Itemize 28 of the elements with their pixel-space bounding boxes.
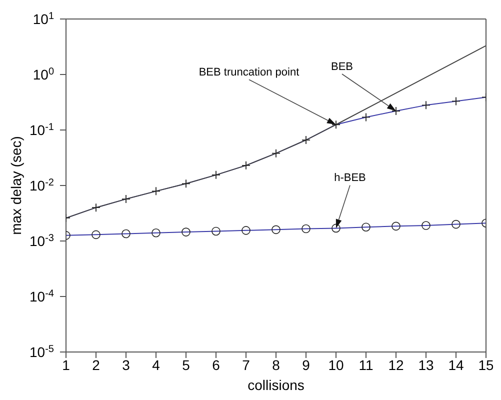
y-tick-label: 10$^{-2}$ (30, 177, 54, 194)
x-tick-label: 5 (182, 356, 190, 373)
line-series (66, 45, 486, 218)
x-axis-title: collisions (248, 377, 304, 393)
y-axis-title: max delay (sec) (8, 136, 24, 235)
x-tick-label: 3 (122, 356, 130, 373)
x-tick-label: 7 (242, 356, 250, 373)
y-tick-label: 10$^{-5}$ (30, 344, 54, 360)
x-tick-label: 2 (92, 356, 100, 373)
x-tick-label: 8 (272, 356, 280, 373)
text: BEB (330, 60, 354, 73)
x-tick-label: 12 (388, 356, 404, 373)
text: h-BEB (334, 172, 366, 184)
x-tick-label: 11 (358, 356, 374, 373)
x-tick-label: 6 (212, 356, 220, 373)
x-tick-label: 4 (152, 356, 160, 373)
y-tick-label: 10$^{-3}$ (30, 232, 54, 249)
x-tick-label: 15 (478, 356, 494, 373)
x-tick-label: 10 (328, 356, 344, 373)
y-tick-label: 10$^{-4}$ (30, 288, 54, 304)
x-tick-label: 13 (418, 356, 434, 373)
y-tick-label: 10$^{0}$ (32, 66, 54, 82)
annotation: BEB truncation point (198, 66, 300, 79)
x-tick-label: 1 (62, 356, 70, 373)
x-tick-label: 14 (448, 356, 464, 373)
y-tick-label: 10$^{1}$ (32, 10, 54, 27)
x-tick-label: 9 (302, 356, 310, 373)
y-tick-label: 10$^{-1}$ (30, 122, 54, 138)
